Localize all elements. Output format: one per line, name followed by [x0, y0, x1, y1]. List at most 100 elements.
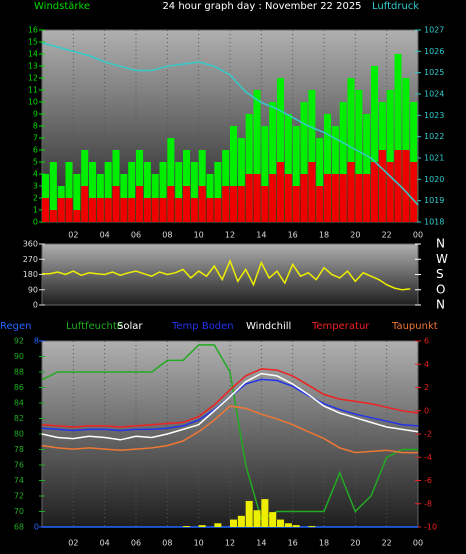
y-tick-label: 78 — [14, 445, 24, 454]
y-tick-label: 0 — [33, 218, 38, 227]
bar — [143, 198, 151, 222]
series-line — [41, 368, 419, 428]
x-tick-label: 10 — [194, 231, 204, 240]
y2-tick-label: 1023 — [424, 111, 444, 120]
y-tick-label: 14 — [28, 50, 38, 59]
y2-tick-label: -2 — [424, 430, 432, 439]
x-tick-label: 12 — [225, 539, 235, 548]
series-line — [42, 258, 411, 291]
bar — [316, 138, 324, 222]
bar — [347, 78, 355, 222]
bar — [49, 162, 57, 222]
y-tick-label: 10 — [28, 98, 38, 107]
bar — [347, 162, 355, 222]
bar — [300, 174, 308, 222]
bar — [81, 186, 89, 222]
bar — [190, 198, 198, 222]
bar — [96, 198, 104, 222]
bar — [183, 526, 191, 527]
y-tick-label: 12 — [28, 74, 38, 83]
y-tick-label: 72 — [14, 492, 24, 501]
y-tick-label: 90 — [14, 352, 24, 361]
legend-entry: Taupunkt — [391, 321, 438, 332]
bar — [49, 210, 57, 222]
y-tick-label: 80 — [14, 430, 24, 439]
y2-tick-label: 1025 — [424, 68, 444, 77]
bar — [363, 174, 371, 222]
x-tick-label: 02 — [68, 231, 78, 240]
y-tick-label: 3 — [33, 182, 38, 191]
bar — [394, 54, 402, 222]
y-tick-label: 270 — [23, 255, 38, 264]
y-tick-label: 86 — [14, 383, 24, 392]
bar — [198, 525, 206, 527]
bar — [261, 499, 269, 527]
y2-tick-label: N — [436, 237, 445, 251]
y2-tick-label: S — [436, 267, 444, 281]
x-tick-label: 08 — [162, 539, 172, 548]
bar — [89, 198, 97, 222]
bar — [269, 174, 277, 222]
y2-tick-label: -10 — [424, 523, 437, 532]
bar — [245, 114, 253, 222]
y-tick-label: 70 — [14, 507, 24, 516]
bar — [143, 162, 151, 222]
bar — [355, 90, 363, 222]
bar — [89, 162, 97, 222]
y3-tick-label: 8 — [34, 337, 39, 346]
bar — [253, 510, 261, 527]
x-tick-label: 04 — [100, 231, 110, 240]
y3-tick-label: 0 — [34, 523, 39, 532]
bar — [386, 162, 394, 222]
bar — [190, 162, 198, 222]
y2-tick-label: -6 — [424, 476, 432, 485]
y-tick-label: 8 — [33, 122, 38, 131]
bar — [253, 174, 261, 222]
bar — [222, 186, 230, 222]
bar — [308, 90, 316, 222]
y-tick-label: 180 — [23, 270, 38, 279]
y2-tick-label: 2 — [424, 383, 429, 392]
bar — [269, 512, 277, 527]
y-tick-label: 6 — [33, 146, 38, 155]
bar — [237, 186, 245, 222]
y-tick-label: 13 — [28, 62, 38, 71]
bar — [104, 162, 112, 222]
y-tick-label: 11 — [28, 86, 38, 95]
y-tick-label: 0 — [33, 301, 38, 310]
bar — [175, 162, 183, 222]
bar — [284, 174, 292, 222]
bar — [230, 126, 238, 222]
y2-tick-label: 4 — [424, 360, 429, 369]
y-tick-label: 92 — [14, 337, 24, 346]
y2-tick-label: -8 — [424, 499, 432, 508]
legend-entry: Regen — [0, 321, 32, 332]
x-tick-label: 18 — [319, 231, 329, 240]
bar — [339, 174, 347, 222]
y-tick-label: 5 — [33, 158, 38, 167]
y-tick-label: 1 — [33, 206, 38, 215]
bar — [167, 186, 175, 222]
bar — [230, 186, 238, 222]
bar — [214, 198, 222, 222]
y-tick-label: 88 — [14, 368, 24, 377]
bar — [277, 519, 285, 527]
bar — [112, 186, 120, 222]
bar — [284, 114, 292, 222]
bar — [402, 150, 410, 222]
bar — [277, 78, 285, 222]
bar — [245, 174, 253, 222]
y2-tick-label: 1020 — [424, 175, 444, 184]
bar — [339, 102, 347, 222]
legend-entry: Temp Boden — [171, 321, 234, 332]
bar — [159, 162, 167, 222]
x-tick-label: 20 — [350, 539, 360, 548]
y2-tick-label: 6 — [424, 337, 429, 346]
x-tick-label: 22 — [382, 231, 392, 240]
bar — [277, 162, 285, 222]
bar — [371, 66, 379, 222]
x-tick-label: 18 — [319, 539, 329, 548]
bar — [65, 198, 73, 222]
bar — [214, 162, 222, 222]
y-tick-label: 90 — [28, 285, 38, 294]
